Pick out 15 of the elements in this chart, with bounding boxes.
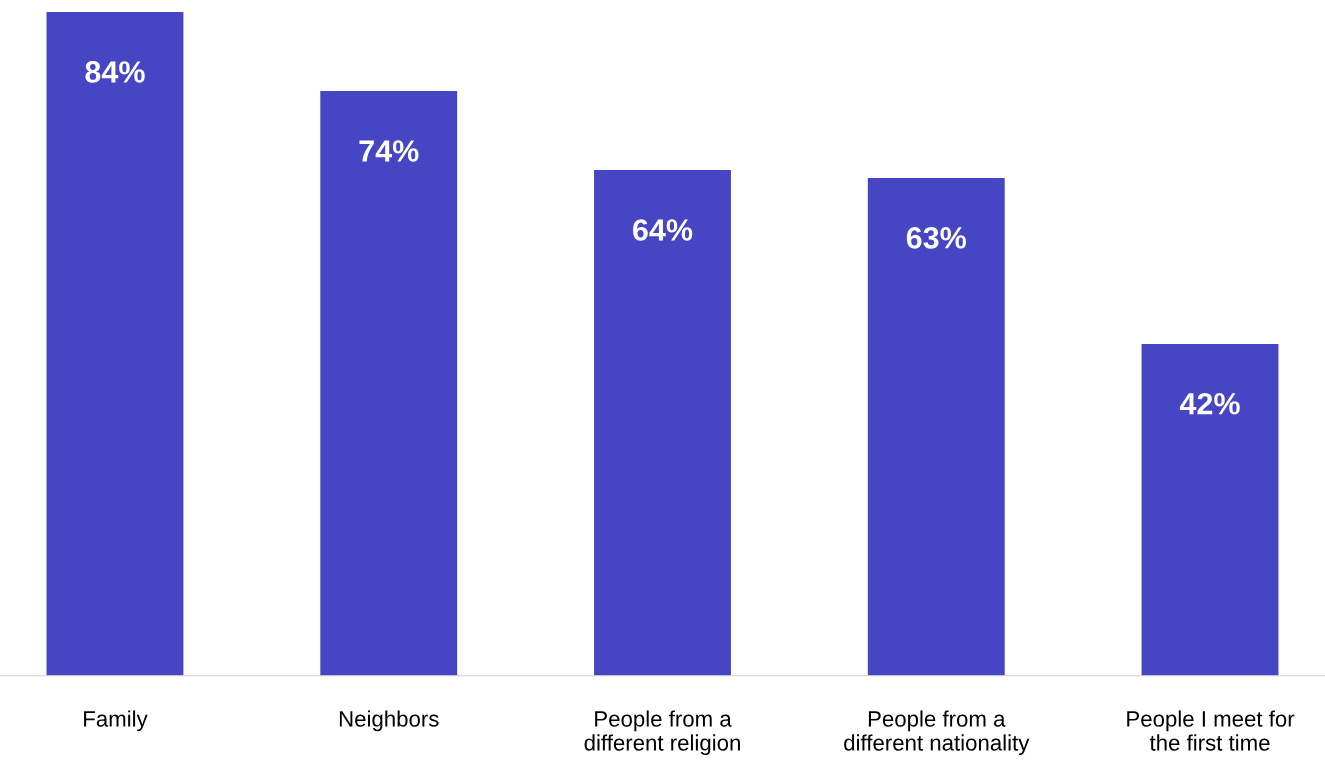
data-label: 64% (633, 219, 693, 241)
data-label: 84% (85, 61, 145, 83)
x-tick-label: People from a different religion (584, 710, 740, 756)
x-tick-label: People from a different nationality (844, 710, 1030, 756)
bar (594, 170, 731, 676)
data-label: 42% (1179, 392, 1240, 415)
bar (867, 177, 1005, 676)
bar (320, 91, 458, 676)
x-tick-label: Neighbors (339, 710, 439, 732)
bar (1141, 343, 1279, 676)
x-tick-label: Family (84, 710, 148, 732)
x-tick-label: People I meet for the first time (1127, 710, 1295, 751)
bar (46, 12, 184, 676)
data-label: 74% (359, 140, 419, 162)
data-label: 63% (906, 227, 967, 249)
